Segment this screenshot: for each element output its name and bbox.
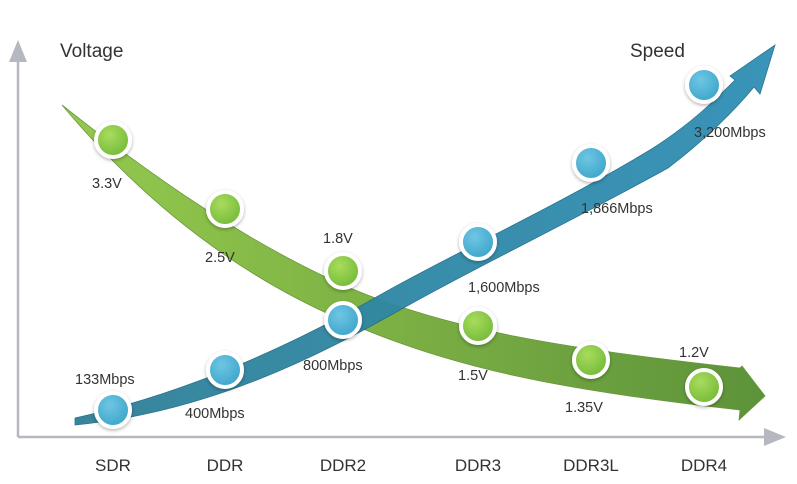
x-tick-label: DDR2 (320, 456, 366, 475)
axes (9, 40, 786, 446)
voltage-point (324, 252, 362, 290)
speed-data-label: 3,200Mbps (694, 125, 766, 141)
speed-data-label: 400Mbps (185, 406, 245, 422)
speed-points (94, 66, 723, 429)
voltage-data-labels: 3.3V 2.5V 1.8V 1.5V 1.35V 1.2V (92, 176, 709, 416)
speed-point (324, 301, 362, 339)
x-tick-label: DDR3 (455, 456, 501, 475)
y-left-axis-title: Voltage (60, 41, 123, 62)
x-tick-label: DDR4 (681, 456, 727, 475)
speed-band (74, 44, 776, 426)
speed-data-label: 133Mbps (75, 372, 135, 388)
voltage-data-label: 2.5V (205, 250, 235, 266)
y-right-axis-title: Speed (630, 41, 685, 62)
voltage-point (94, 121, 132, 159)
voltage-data-label: 1.35V (565, 400, 603, 416)
speed-point (206, 351, 244, 389)
y-axis-arrow (9, 40, 27, 62)
speed-point (459, 223, 497, 261)
voltage-data-label: 1.2V (679, 345, 709, 361)
x-tick-label: DDR3L (563, 456, 619, 475)
speed-point (685, 66, 723, 104)
speed-point (94, 391, 132, 429)
x-axis-arrow (764, 428, 786, 446)
voltage-point (206, 190, 244, 228)
series-speed (74, 44, 776, 426)
voltage-data-label: 1.8V (323, 231, 353, 247)
x-tick-label: DDR (207, 456, 244, 475)
voltage-data-label: 3.3V (92, 176, 122, 192)
speed-data-label: 1,600Mbps (468, 280, 540, 296)
x-tick-label: SDR (95, 456, 131, 475)
speed-point (572, 144, 610, 182)
voltage-data-label: 1.5V (458, 368, 488, 384)
voltage-points (94, 121, 723, 406)
speed-data-label: 800Mbps (303, 358, 363, 374)
voltage-point (685, 368, 723, 406)
speed-data-labels: 133Mbps400Mbps800Mbps1,600Mbps1,866Mbps3… (75, 125, 766, 422)
voltage-point (459, 307, 497, 345)
voltage-point (572, 341, 610, 379)
speed-data-label: 1,866Mbps (581, 201, 653, 217)
category-labels: SDR DDR DDR2 DDR3 DDR3L DDR4 (95, 456, 727, 475)
